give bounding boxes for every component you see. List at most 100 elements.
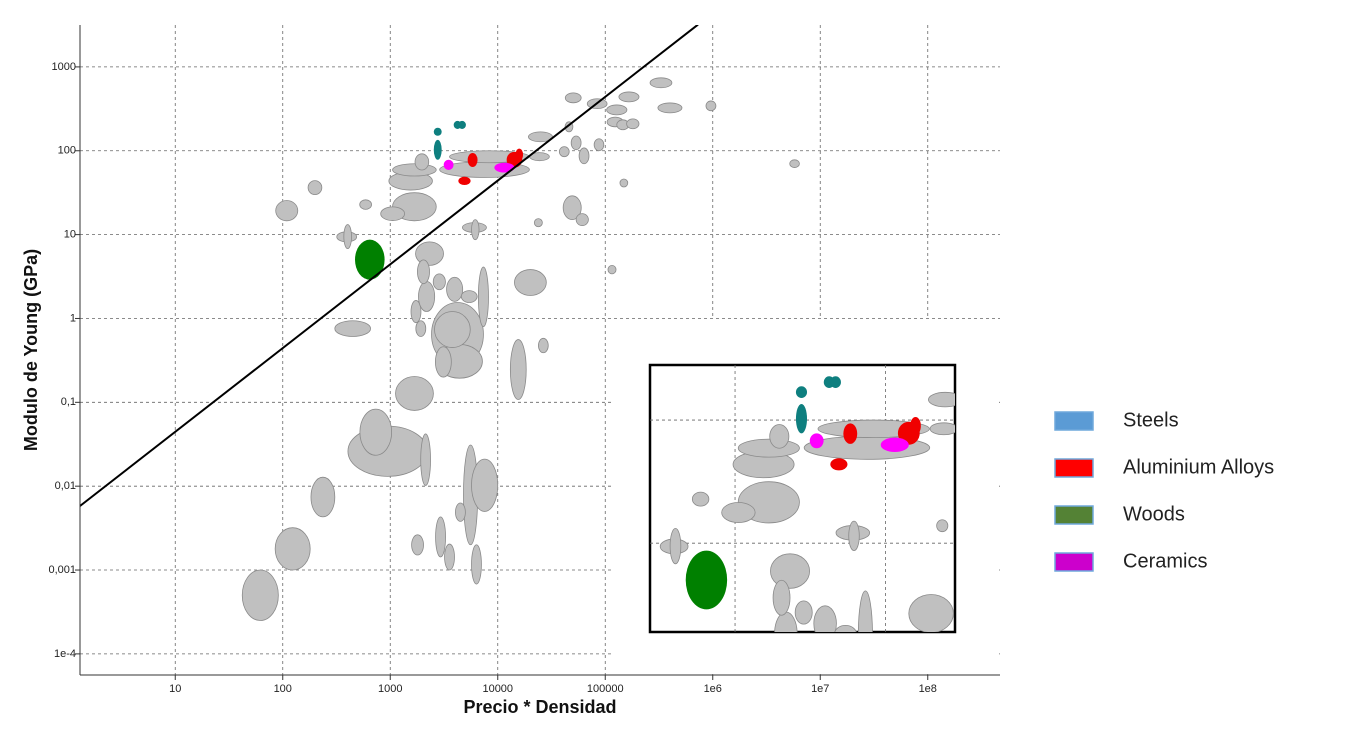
material-ellipse bbox=[1020, 402, 1034, 420]
material-ellipse bbox=[415, 320, 427, 337]
x-tick-label: 1e6 bbox=[704, 683, 722, 695]
material-ellipse bbox=[843, 423, 858, 444]
material-ellipse bbox=[334, 320, 371, 337]
material-ellipse bbox=[307, 180, 323, 196]
legend: Steels Aluminium Alloys Woods Ceramics bbox=[1054, 409, 1274, 572]
fit-line bbox=[80, 25, 699, 507]
material-ellipse bbox=[471, 458, 499, 512]
material-ellipse bbox=[593, 138, 605, 152]
material-ellipse bbox=[772, 579, 791, 616]
material-ellipse bbox=[578, 147, 590, 165]
material-ellipse bbox=[1294, 433, 1308, 444]
material-ellipse bbox=[533, 218, 543, 228]
material-ellipse bbox=[395, 376, 434, 411]
y-tick-label: 0,01 bbox=[55, 480, 76, 492]
material-ellipse bbox=[275, 200, 299, 222]
material-ellipse bbox=[857, 590, 873, 632]
material-ellipse bbox=[880, 437, 909, 453]
material-ellipse bbox=[458, 176, 471, 186]
material-ellipse bbox=[1011, 344, 1039, 358]
material-ellipse bbox=[432, 273, 446, 291]
material-ellipse bbox=[509, 339, 527, 400]
material-ellipse bbox=[433, 127, 442, 136]
material-ellipse bbox=[798, 708, 820, 737]
material-ellipse bbox=[355, 239, 385, 280]
material-ellipse bbox=[434, 311, 471, 348]
axes: 10 100 1000 10000 100000 1e6 1e7 1e8 1000 100 10 1 0… bbox=[48, 25, 1000, 695]
material-ellipse bbox=[669, 527, 682, 565]
material-ellipse bbox=[444, 543, 455, 571]
legend-label: Ceramics bbox=[1123, 550, 1207, 572]
material-ellipse bbox=[1052, 375, 1069, 390]
material-ellipse bbox=[446, 276, 464, 302]
material-ellipse bbox=[575, 213, 589, 227]
material-ellipse bbox=[515, 148, 524, 161]
material-ellipse bbox=[619, 178, 629, 188]
x-tick-label: 100 bbox=[274, 683, 292, 695]
material-ellipse bbox=[435, 516, 446, 558]
legend-swatch bbox=[1054, 505, 1094, 525]
legend-label: Aluminium Alloys bbox=[1123, 456, 1274, 478]
y-tick-label: 1e-4 bbox=[54, 648, 76, 660]
material-ellipse bbox=[1038, 353, 1066, 368]
material-ellipse bbox=[721, 502, 756, 523]
material-ellipse bbox=[626, 118, 640, 130]
y-tick-label: 10 bbox=[64, 229, 76, 241]
x-tick-label: 100000 bbox=[587, 683, 624, 695]
material-ellipse bbox=[392, 163, 437, 177]
material-ellipse bbox=[1066, 373, 1083, 388]
material-ellipse bbox=[380, 206, 406, 221]
material-ellipse bbox=[999, 416, 1013, 439]
material-ellipse bbox=[618, 91, 640, 103]
y-tick-label: 1000 bbox=[52, 61, 76, 73]
material-ellipse bbox=[800, 704, 864, 737]
x-tick-label: 10 bbox=[169, 683, 181, 695]
material-ellipse bbox=[910, 416, 921, 435]
material-ellipse bbox=[1038, 371, 1061, 385]
material-ellipse bbox=[414, 153, 430, 171]
material-ellipse bbox=[494, 162, 515, 173]
y-tick-label: 1 bbox=[70, 312, 76, 324]
material-ellipse bbox=[1040, 588, 1051, 601]
material-ellipse bbox=[794, 600, 813, 625]
material-ellipse bbox=[359, 408, 393, 456]
material-ellipse bbox=[795, 386, 808, 399]
material-ellipse bbox=[737, 438, 800, 458]
material-ellipse bbox=[705, 100, 717, 112]
material-ellipse bbox=[685, 550, 728, 610]
material-ellipse bbox=[908, 594, 954, 632]
x-tick-label: 1e8 bbox=[919, 683, 937, 695]
material-ellipse bbox=[830, 376, 841, 389]
material-ellipse bbox=[417, 259, 430, 285]
material-ellipse bbox=[834, 624, 857, 632]
y-tick-label: 0,1 bbox=[61, 396, 76, 408]
material-ellipse bbox=[274, 527, 311, 571]
material-ellipse bbox=[558, 146, 570, 158]
x-tick-label: 1e7 bbox=[811, 683, 829, 695]
y-axis-title: Modulo de Young (GPa) bbox=[21, 249, 41, 451]
material-ellipse bbox=[769, 424, 790, 449]
material-ellipse bbox=[477, 266, 489, 327]
material-ellipse bbox=[1055, 334, 1083, 349]
material-ellipse bbox=[848, 520, 860, 552]
material-ellipse bbox=[1099, 313, 1130, 328]
material-ellipse bbox=[433, 139, 442, 160]
material-ellipse bbox=[538, 337, 549, 354]
material-ellipse bbox=[471, 219, 480, 241]
legend-swatch bbox=[1054, 552, 1094, 572]
material-ellipse bbox=[691, 491, 710, 507]
material-ellipse bbox=[649, 77, 673, 89]
material-ellipse bbox=[343, 224, 352, 250]
material-ellipse bbox=[514, 269, 547, 296]
material-ellipse bbox=[942, 695, 956, 716]
material-ellipse bbox=[415, 241, 444, 266]
material-ellipse bbox=[241, 569, 279, 621]
material-ellipse bbox=[929, 422, 955, 436]
material-ellipse bbox=[434, 346, 452, 378]
material-ellipse bbox=[575, 493, 606, 523]
material-ellipse bbox=[928, 391, 955, 408]
legend-swatch bbox=[1054, 458, 1094, 478]
y-tick-label: 100 bbox=[58, 145, 76, 157]
